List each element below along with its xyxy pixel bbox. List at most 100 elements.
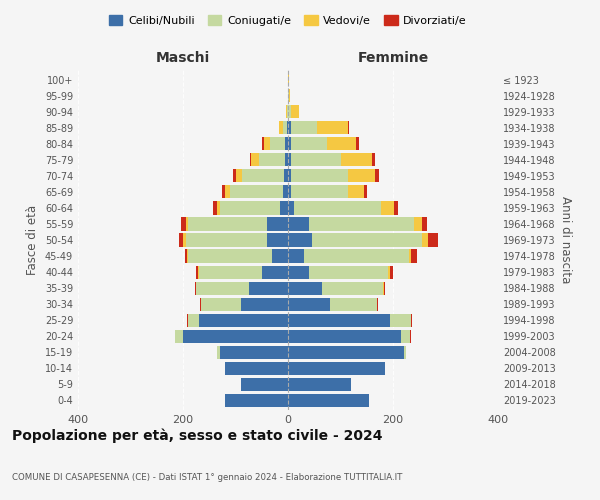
Bar: [288, 266, 388, 278]
Bar: [183, 330, 288, 343]
Bar: [288, 346, 406, 359]
Bar: [179, 234, 288, 246]
Bar: [199, 314, 288, 327]
Bar: [287, 121, 288, 134]
Bar: [288, 314, 391, 327]
Bar: [202, 298, 288, 310]
Bar: [283, 186, 288, 198]
Bar: [288, 218, 427, 230]
Bar: [183, 234, 288, 246]
Bar: [288, 266, 391, 278]
Bar: [286, 137, 288, 150]
Bar: [217, 346, 288, 359]
Bar: [288, 298, 377, 310]
Bar: [288, 202, 295, 214]
Bar: [175, 330, 288, 343]
Bar: [269, 137, 288, 150]
Bar: [225, 362, 288, 375]
Bar: [286, 153, 288, 166]
Bar: [288, 346, 406, 359]
Bar: [196, 266, 288, 278]
Bar: [288, 362, 385, 375]
Bar: [288, 266, 393, 278]
Bar: [188, 314, 288, 327]
Bar: [288, 186, 364, 198]
Bar: [288, 394, 370, 407]
Bar: [241, 378, 288, 391]
Bar: [287, 105, 288, 118]
Text: COMUNE DI CASAPESENNA (CE) - Dati ISTAT 1° gennaio 2024 - Elaborazione TUTTITALI: COMUNE DI CASAPESENNA (CE) - Dati ISTAT …: [12, 473, 403, 482]
Bar: [288, 314, 412, 327]
Bar: [288, 298, 330, 310]
Bar: [288, 394, 370, 407]
Bar: [288, 218, 414, 230]
Bar: [288, 170, 349, 182]
Bar: [288, 266, 309, 278]
Bar: [225, 362, 288, 375]
Bar: [262, 266, 288, 278]
Bar: [288, 202, 381, 214]
Bar: [288, 250, 412, 262]
Bar: [288, 378, 351, 391]
Bar: [220, 202, 288, 214]
Bar: [235, 170, 288, 182]
Bar: [217, 346, 288, 359]
Bar: [288, 73, 289, 86]
Bar: [217, 202, 288, 214]
Bar: [288, 105, 290, 118]
Bar: [185, 234, 288, 246]
Bar: [288, 378, 351, 391]
Bar: [196, 282, 288, 294]
Bar: [265, 137, 288, 150]
Bar: [233, 170, 288, 182]
Bar: [284, 170, 288, 182]
Bar: [288, 170, 374, 182]
Bar: [288, 202, 394, 214]
Bar: [288, 330, 410, 343]
Bar: [223, 186, 288, 198]
Bar: [242, 170, 288, 182]
Bar: [288, 250, 416, 262]
Text: Maschi: Maschi: [156, 51, 210, 65]
Bar: [288, 137, 359, 150]
Bar: [187, 250, 288, 262]
Bar: [185, 250, 288, 262]
Bar: [288, 137, 290, 150]
Bar: [288, 89, 290, 102]
Bar: [278, 121, 288, 134]
Bar: [288, 218, 309, 230]
Bar: [288, 105, 299, 118]
Bar: [288, 330, 410, 343]
Bar: [288, 218, 422, 230]
Bar: [241, 378, 288, 391]
Bar: [267, 234, 288, 246]
Bar: [288, 250, 409, 262]
Bar: [288, 73, 289, 86]
Bar: [288, 121, 290, 134]
Bar: [288, 394, 370, 407]
Bar: [288, 234, 428, 246]
Bar: [259, 153, 288, 166]
Bar: [225, 394, 288, 407]
Bar: [288, 105, 299, 118]
Bar: [267, 218, 288, 230]
Bar: [188, 314, 288, 327]
Bar: [188, 250, 288, 262]
Bar: [288, 298, 377, 310]
Bar: [262, 137, 288, 150]
Bar: [288, 89, 289, 102]
Bar: [225, 394, 288, 407]
Bar: [272, 250, 288, 262]
Text: Popolazione per età, sesso e stato civile - 2024: Popolazione per età, sesso e stato civil…: [12, 428, 383, 443]
Bar: [288, 170, 379, 182]
Bar: [288, 362, 385, 375]
Bar: [283, 121, 288, 134]
Bar: [241, 378, 288, 391]
Bar: [288, 282, 383, 294]
Bar: [288, 362, 385, 375]
Bar: [188, 218, 288, 230]
Bar: [288, 282, 385, 294]
Text: Femmine: Femmine: [358, 51, 428, 65]
Bar: [199, 266, 288, 278]
Bar: [241, 378, 288, 391]
